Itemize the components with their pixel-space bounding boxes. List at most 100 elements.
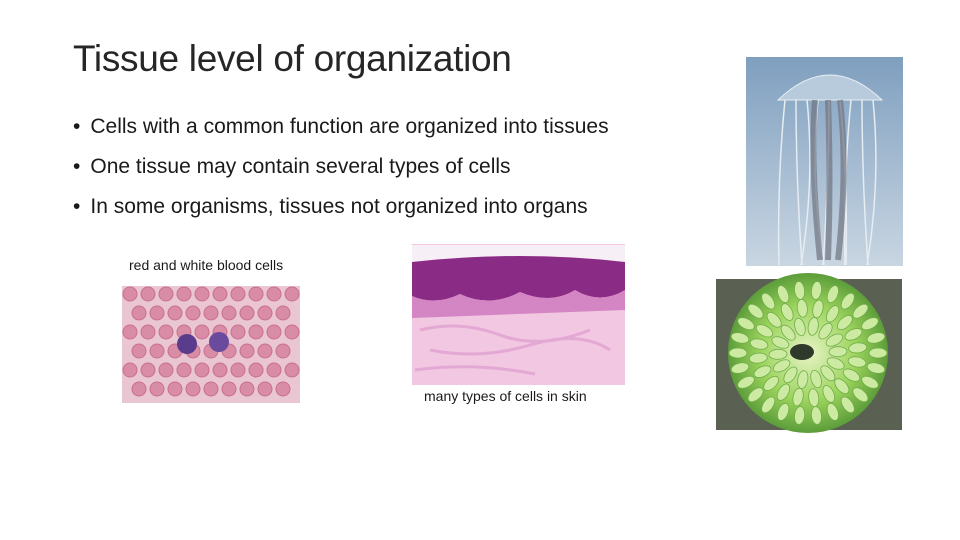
tentacle: [861, 375, 879, 389]
tentacle: [796, 298, 808, 318]
tentacle: [755, 324, 774, 338]
tentacle: [747, 303, 764, 319]
caption: many types of cells in skin: [424, 388, 587, 404]
tentacle: [747, 387, 764, 403]
red-cell: [257, 381, 273, 397]
white-cell: [177, 334, 197, 354]
red-cell: [194, 362, 210, 378]
tentacle: [810, 369, 822, 389]
red-cell: [185, 381, 201, 397]
tentacle: [777, 402, 790, 421]
red-cell: [122, 324, 138, 340]
tentacle: [777, 99, 786, 266]
tentacle: [749, 338, 769, 350]
tentacle: [840, 292, 855, 310]
red-cell: [284, 362, 300, 378]
tentacle: [822, 385, 836, 403]
blood-cells-photo: [122, 286, 300, 403]
tentacle: [818, 322, 833, 340]
red-cell: [131, 305, 147, 321]
red-cell: [221, 305, 237, 321]
skin-tissue-photo: [412, 244, 625, 385]
red-cell: [167, 305, 183, 321]
tentacle: [780, 303, 794, 321]
red-cell: [248, 324, 264, 340]
red-cell: [239, 305, 255, 321]
red-cell: [203, 381, 219, 397]
tentacle: [761, 292, 776, 310]
red-cell: [131, 381, 147, 397]
tentacle: [776, 383, 791, 401]
tentacle: [866, 332, 886, 344]
tentacle: [766, 312, 782, 328]
white-cell: [209, 332, 229, 352]
red-cell: [140, 362, 156, 378]
tentacle: [768, 348, 788, 360]
sea-anemone-photo: [716, 273, 902, 433]
red-cell: [266, 362, 282, 378]
red-cell: [167, 381, 183, 397]
caption: red and white blood cells: [129, 257, 284, 273]
red-cell: [158, 324, 174, 340]
red-cell: [194, 324, 210, 340]
tentacle: [861, 99, 869, 266]
red-cell: [230, 324, 246, 340]
tentacle: [753, 365, 772, 378]
tentacle: [748, 352, 768, 364]
red-cell: [284, 324, 300, 340]
tentacle: [780, 324, 796, 341]
tentacle: [826, 285, 839, 304]
red-cell: [185, 305, 201, 321]
tentacle: [826, 357, 845, 370]
tentacle: [866, 99, 877, 266]
tentacle: [800, 99, 811, 266]
red-cell: [221, 381, 237, 397]
bullet: In some organisms, tissues not organized…: [73, 192, 609, 232]
bullet: Cells with a common function are organiz…: [73, 112, 608, 152]
tentacle: [728, 347, 748, 359]
red-cell: [212, 362, 228, 378]
red-cell: [122, 286, 138, 302]
red-cell: [275, 381, 291, 397]
tentacle: [808, 388, 820, 408]
tentacle: [852, 387, 869, 403]
red-cell: [257, 343, 273, 359]
tentacle: [852, 303, 869, 319]
red-cell: [239, 381, 255, 397]
tentacle: [807, 317, 819, 336]
red-cell: [230, 286, 246, 302]
tentacle: [844, 328, 863, 341]
tentacle: [777, 285, 790, 304]
tentacle: [810, 281, 822, 300]
red-cell: [266, 286, 282, 302]
tentacle: [825, 333, 844, 347]
slide-title: Tissue level of organization: [73, 38, 512, 79]
tentacle: [866, 362, 886, 374]
tentacle: [825, 305, 840, 323]
red-cell: [158, 286, 174, 302]
red-cell: [248, 286, 264, 302]
tentacle: [847, 356, 867, 368]
tentacle: [761, 396, 776, 414]
tentacle: [794, 406, 806, 425]
tentacle: [737, 317, 755, 331]
red-cell: [140, 286, 156, 302]
tentacle: [730, 332, 750, 344]
tentacle: [826, 402, 839, 421]
tentacle: [783, 366, 798, 384]
red-cell: [140, 324, 156, 340]
red-cell: [275, 305, 291, 321]
tentacle: [828, 346, 848, 358]
tentacle: [763, 375, 780, 391]
red-cell: [149, 343, 165, 359]
tentacle: [730, 362, 750, 374]
red-cell: [266, 324, 282, 340]
red-cell: [149, 381, 165, 397]
bullet-list: Cells with a common function are organiz…: [73, 112, 609, 232]
red-cell: [149, 305, 165, 321]
red-cell: [176, 362, 192, 378]
red-cell: [239, 343, 255, 359]
tentacle: [836, 315, 853, 331]
